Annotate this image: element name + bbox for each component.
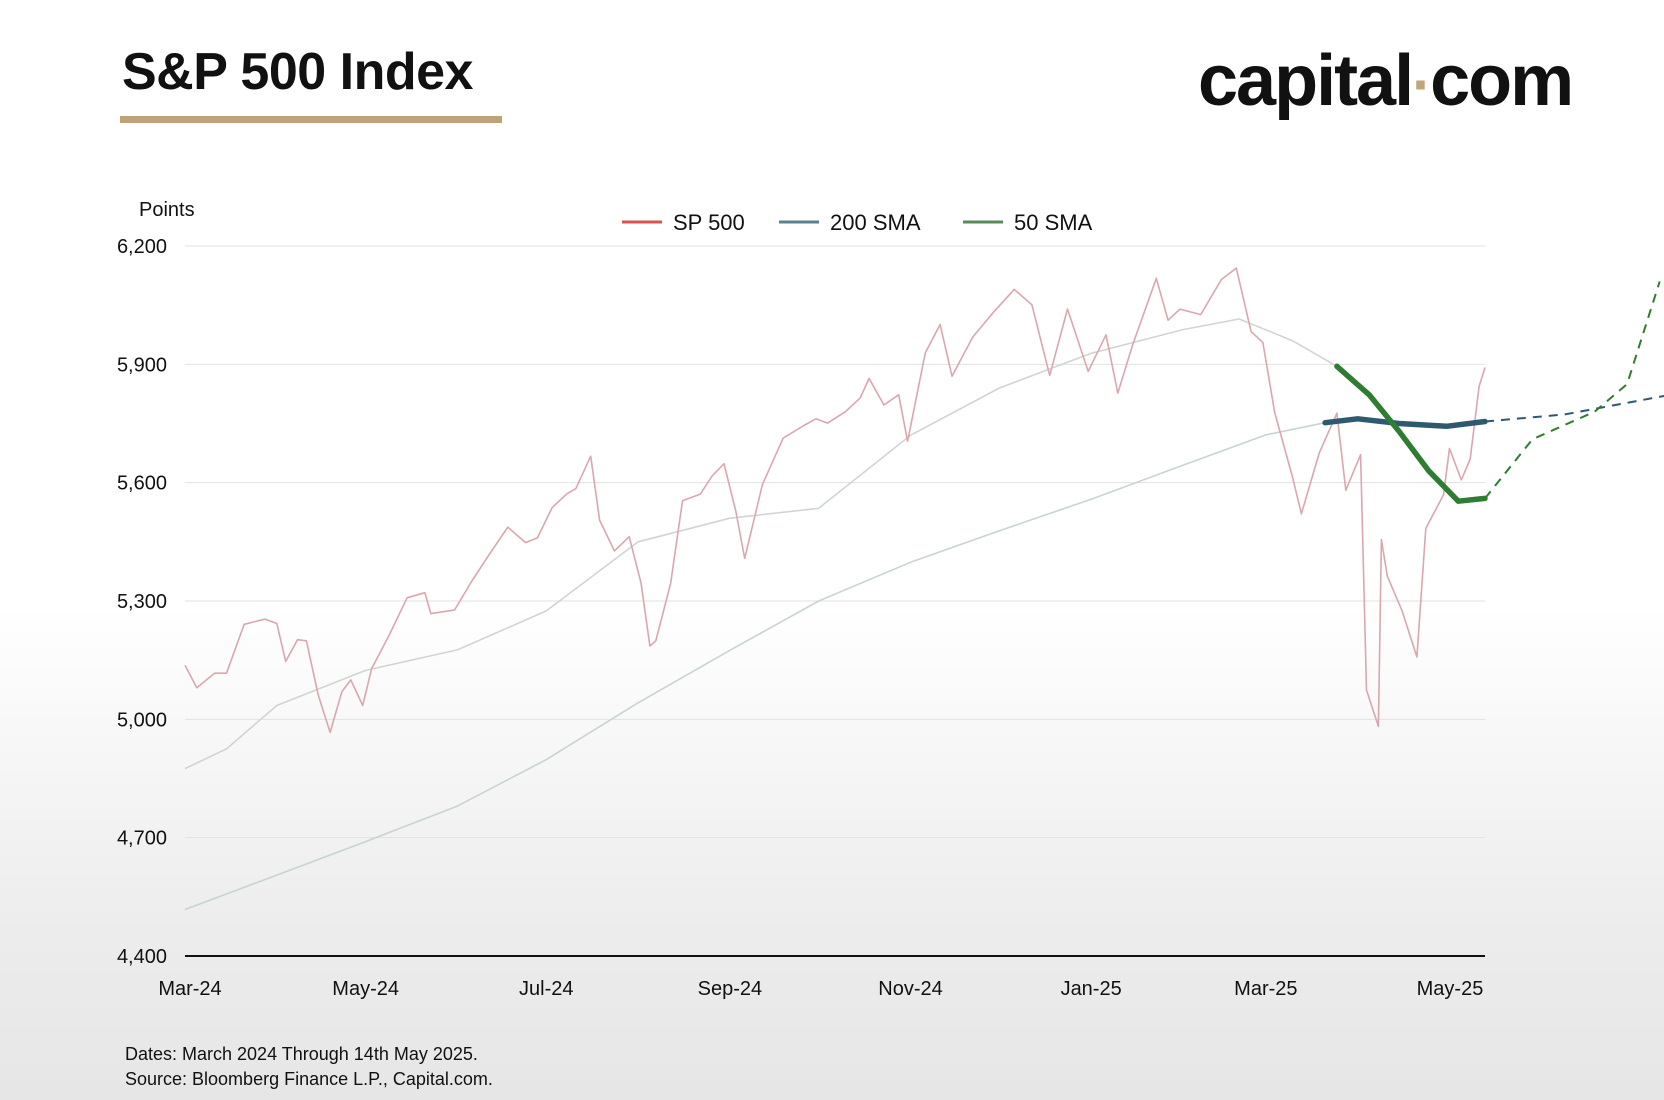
x-tick-Sep-24: Sep-24 <box>698 978 763 1000</box>
sp500-chart: Points 6,200 5,900 5,600 5,300 5,000 4,700 4,4… <box>117 199 1664 1000</box>
chart-footer: Dates: March 2024 Through 14th May 2025.… <box>125 1042 493 1092</box>
brand-left: capital <box>1198 41 1414 121</box>
y-tick-5000: 5,000 <box>117 709 167 731</box>
x-tick-labels: Mar-24 May-24 Jul-24 Sep-24 Nov-24 Jan-25 Mar-… <box>158 978 1483 1000</box>
y-tick-5900: 5,900 <box>117 354 167 376</box>
brand-dot: · <box>1412 51 1432 118</box>
footer-source: Source: Bloomberg Finance L.P., Capital.… <box>125 1069 493 1089</box>
200-sma-line <box>184 418 1486 911</box>
grid-lines <box>185 245 1485 957</box>
y-axis-label: Points <box>139 199 195 221</box>
y-tick-5300: 5,300 <box>117 591 167 613</box>
y-tick-5600: 5,600 <box>117 473 167 495</box>
50-sma-line <box>184 318 1486 770</box>
capital-com-logo: capital·com <box>1198 40 1574 122</box>
200-sma-projection <box>1484 394 1664 423</box>
x-tick-Jan-25: Jan-25 <box>1061 978 1122 1000</box>
legend-label-200-sma: 200 SMA <box>830 210 921 235</box>
title-underline <box>120 116 502 123</box>
50-sma-highlight <box>1334 363 1488 504</box>
x-tick-Mar-24: Mar-24 <box>158 978 221 1000</box>
50-sma-projection <box>1484 281 1661 500</box>
y-tick-4700: 4,700 <box>117 828 167 850</box>
legend-label-sp-500: SP 500 <box>673 210 745 235</box>
x-tick-May-25: May-25 <box>1417 978 1484 1000</box>
page-title: S&P 500 Index <box>122 43 473 101</box>
sp-500-line <box>184 267 1486 734</box>
y-tick-6200: 6,200 <box>117 236 167 258</box>
brand-right: com <box>1430 41 1574 121</box>
200-sma-highlight <box>1322 416 1488 430</box>
x-tick-Jul-24: Jul-24 <box>519 978 573 1000</box>
legend: SP 500 200 SMA 50 SMA <box>622 210 1093 235</box>
y-tick-4400: 4,400 <box>117 946 167 968</box>
legend-label-50-sma: 50 SMA <box>1014 210 1093 235</box>
series-lines <box>184 267 1664 911</box>
footer-dates: Dates: March 2024 Through 14th May 2025. <box>125 1044 478 1064</box>
x-tick-Nov-24: Nov-24 <box>878 978 942 1000</box>
y-tick-labels: 6,200 5,900 5,600 5,300 5,000 4,700 4,400 <box>117 236 167 968</box>
x-tick-Mar-25: Mar-25 <box>1234 978 1297 1000</box>
x-tick-May-24: May-24 <box>332 978 399 1000</box>
